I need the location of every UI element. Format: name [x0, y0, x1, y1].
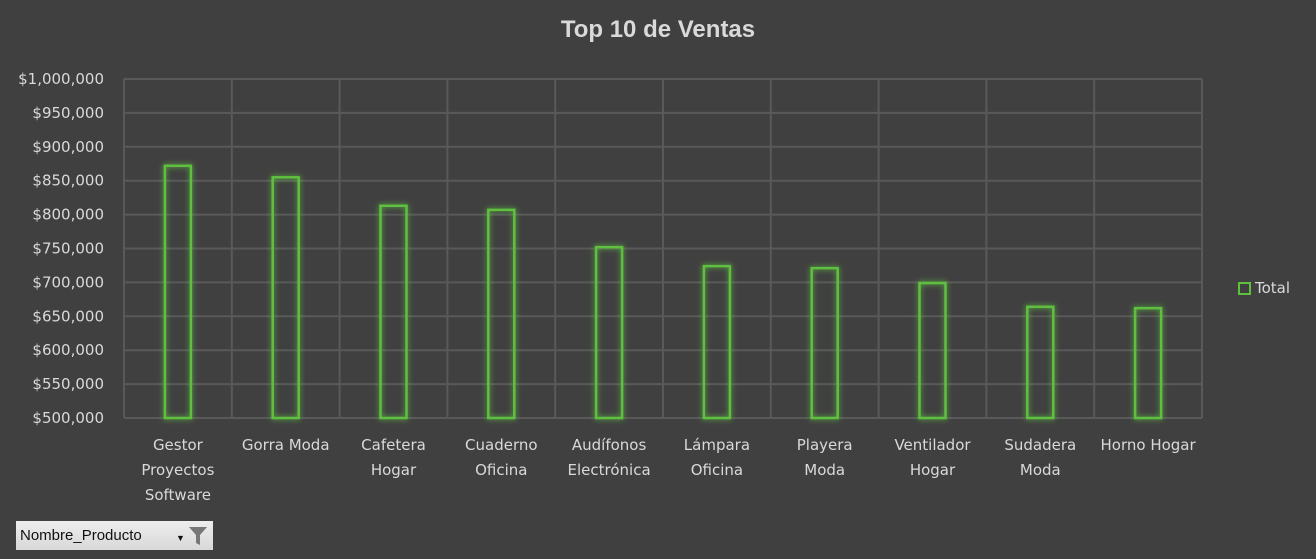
x-tick-label: Gorra Moda [242, 436, 330, 454]
x-tick-label: Horno Hogar [1101, 436, 1197, 454]
y-tick-label: $600,000 [32, 341, 104, 359]
x-tick-label: Oficina [691, 461, 743, 479]
dropdown-arrow-icon: ▼ [176, 533, 185, 543]
y-tick-label: $950,000 [32, 104, 104, 122]
chart-title: Top 10 de Ventas [560, 16, 756, 43]
x-tick-label: Moda [804, 461, 845, 479]
x-tick-label: Moda [1020, 461, 1061, 479]
bar [918, 281, 947, 420]
y-tick-label: $900,000 [32, 138, 104, 156]
x-tick-label: Lámpara [684, 436, 750, 454]
x-tick-label: Electrónica [568, 461, 651, 479]
y-tick-label: $500,000 [32, 409, 104, 427]
filter-label: Nombre_Producto [20, 527, 142, 544]
y-tick-label: $1,000,000 [18, 70, 104, 88]
field-filter-button[interactable]: Nombre_Producto ▼ [16, 521, 213, 550]
funnel-icon [189, 527, 207, 545]
x-tick-label: Software [145, 486, 211, 504]
legend: Total [1238, 279, 1290, 297]
bar [1133, 306, 1163, 420]
bar [594, 245, 624, 420]
y-tick-label: $700,000 [32, 273, 104, 291]
bar [810, 266, 839, 420]
x-tick-label: Hogar [371, 461, 417, 479]
bar [1026, 305, 1055, 420]
y-tick-label: $800,000 [32, 206, 104, 224]
x-tick-label: Playera [797, 436, 853, 454]
legend-swatch [1238, 281, 1251, 295]
x-tick-label: Ventilador [894, 436, 971, 454]
x-tick-label: Proyectos [141, 461, 214, 479]
bar [379, 204, 408, 420]
y-tick-label: $650,000 [32, 307, 104, 325]
x-tick-label: Gestor [153, 436, 204, 454]
x-tick-label: Cuaderno [465, 436, 538, 454]
legend-label: Total [1255, 279, 1291, 297]
y-tick-label: $550,000 [32, 375, 104, 393]
bar [271, 176, 300, 420]
x-tick-label: Oficina [475, 461, 527, 479]
y-tick-label: $850,000 [32, 172, 104, 190]
x-tick-label: Cafetera [361, 436, 426, 454]
x-tick-label: Hogar [910, 461, 956, 479]
bar [487, 208, 516, 420]
bar [163, 164, 193, 420]
bar [702, 264, 732, 420]
x-tick-label: Audífonos [572, 436, 647, 454]
y-tick-label: $750,000 [32, 240, 104, 258]
x-tick-label: Sudadera [1004, 436, 1076, 454]
